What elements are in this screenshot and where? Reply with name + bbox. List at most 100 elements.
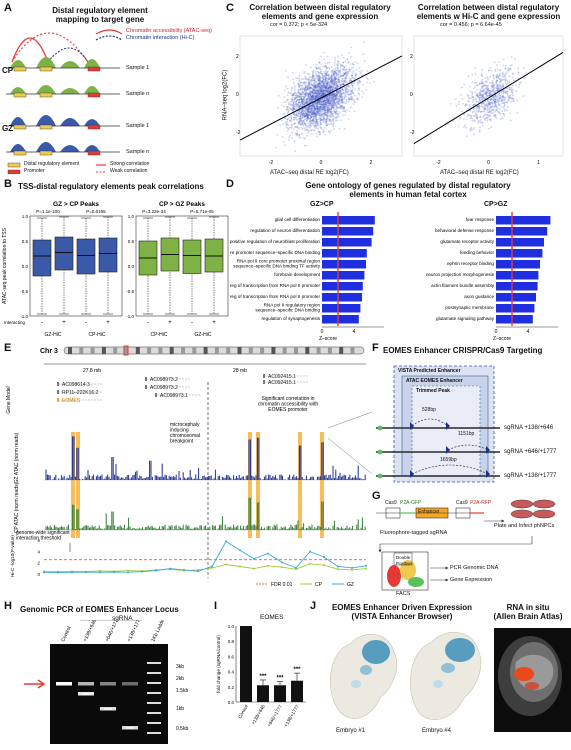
- scatter-point: [325, 99, 327, 102]
- scatter-point: [328, 110, 331, 113]
- sample-label: Sample 1: [126, 123, 150, 129]
- scatter-point: [334, 71, 337, 74]
- scatter-point: [311, 90, 314, 93]
- scatter-point: [294, 94, 297, 97]
- scatter-point: [318, 79, 320, 82]
- scatter-point: [289, 119, 291, 122]
- scatter-point: [304, 115, 306, 118]
- scatter-point: [336, 93, 338, 96]
- scatter-point: [310, 83, 313, 85]
- scatter-point: [324, 109, 326, 112]
- scatter-point: [323, 79, 326, 81]
- scatter-point: [465, 118, 468, 120]
- scatter-point: [307, 113, 310, 116]
- scatter-point: [509, 112, 512, 115]
- scatter-point: [501, 95, 504, 98]
- scatter-point: [298, 84, 300, 86]
- scatter-point: [286, 129, 289, 132]
- scatter-point: [283, 101, 285, 104]
- scatter-point: [308, 83, 311, 86]
- scatter-point: [493, 98, 496, 101]
- scatter-point: [317, 100, 320, 102]
- scatter-point: [475, 82, 478, 84]
- scatter-point: [474, 73, 477, 75]
- scatter-point: [495, 109, 497, 112]
- scatter-point: [317, 123, 319, 125]
- scatter-point: [489, 82, 491, 84]
- scatter-point: [315, 127, 318, 129]
- scatter-point: [333, 77, 336, 79]
- scatter-point: [301, 99, 304, 102]
- scatter-point: [294, 89, 296, 92]
- scatter-point: [477, 95, 479, 98]
- scatter-point: [302, 82, 305, 84]
- scatter-point: [281, 136, 284, 138]
- scatter-point: [342, 61, 345, 64]
- scatter-point: [330, 77, 333, 79]
- scatter-point: [326, 90, 329, 93]
- scatter-point: [328, 123, 331, 126]
- hic-legend-arc: [95, 35, 123, 41]
- scatter-point: [296, 132, 298, 135]
- scatter-point: [290, 93, 293, 96]
- scatter-point: [486, 89, 489, 91]
- scatter-point: [295, 133, 298, 136]
- scatter-point: [311, 107, 314, 110]
- scatter-point: [514, 57, 516, 60]
- scatter-point: [299, 115, 302, 117]
- scatter-point: [295, 126, 298, 129]
- scatter-point: [317, 120, 319, 123]
- scatter-point: [304, 112, 307, 115]
- cytoband: [147, 347, 152, 354]
- scatter-point: [314, 85, 316, 88]
- scatter-point: [308, 109, 311, 112]
- go-bar: [496, 304, 535, 313]
- scatter-point: [315, 92, 318, 95]
- scatter-point: [304, 82, 307, 84]
- scatter-point: [314, 95, 317, 97]
- scatter-point: [299, 95, 302, 98]
- scatter-point: [322, 83, 325, 85]
- scatter-point: [285, 109, 288, 111]
- scatter-point: [326, 78, 328, 81]
- scatter-point: [293, 107, 296, 110]
- scatter-point: [306, 108, 309, 110]
- hic-cp-line-point: [309, 562, 311, 565]
- scatter-point: [305, 102, 308, 105]
- scatter-point: [491, 98, 494, 101]
- x-axis-label: Z–score: [319, 336, 337, 342]
- scatter-point: [330, 86, 333, 88]
- scatter-point: [491, 80, 494, 82]
- scatter-point: [335, 72, 338, 75]
- scatter-point: [510, 86, 513, 89]
- scatter-point: [511, 56, 513, 59]
- scatter-point: [312, 103, 314, 105]
- scatter-point: [512, 79, 515, 82]
- scatter-point: [333, 99, 336, 101]
- scatter-point: [326, 97, 329, 100]
- scatter-point: [324, 91, 327, 94]
- scatter-point: [326, 77, 329, 80]
- scatter-point: [339, 105, 341, 108]
- scatter-point: [312, 85, 314, 88]
- scatter-point: [328, 88, 331, 90]
- scatter-point: [337, 79, 340, 82]
- go-term-label: positive regulation of neuroblast prolif…: [230, 239, 320, 244]
- scatter-point: [497, 89, 500, 92]
- scatter-point: [292, 87, 294, 90]
- scatter-point: [489, 101, 492, 104]
- scatter-point: [322, 90, 324, 93]
- scatter-point: [486, 105, 489, 108]
- scatter-point: [297, 121, 300, 124]
- scatter-point: [491, 111, 494, 114]
- scatter-point: [317, 90, 319, 92]
- scatter-point: [314, 113, 317, 116]
- scatter-point: [495, 80, 498, 83]
- chromosome-label: Chr 3: [40, 348, 58, 355]
- scatter-point: [334, 95, 337, 98]
- highlight-region: [320, 432, 324, 538]
- scatter-point: [309, 119, 312, 122]
- scatter-point: [344, 114, 347, 116]
- scatter-point: [329, 87, 332, 90]
- scatter-point: [472, 107, 475, 110]
